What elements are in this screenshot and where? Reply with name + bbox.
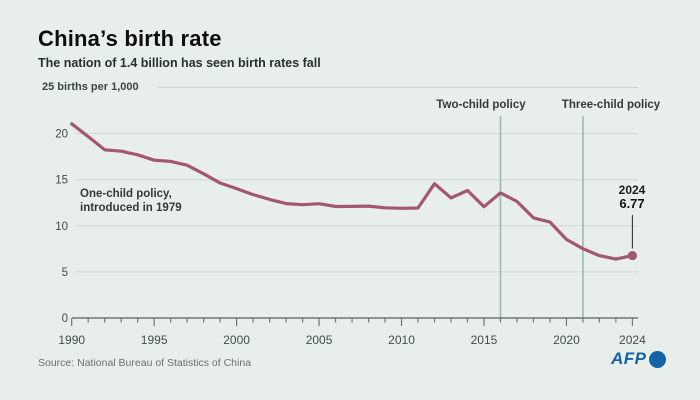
one-child-policy-line2: introduced in 1979 [80,202,182,214]
svg-text:10: 10 [55,221,68,233]
page-title: China’s birth rate [38,26,222,51]
svg-text:2024: 2024 [619,333,646,347]
chart-subtitle: The nation of 1.4 billion has seen birth… [38,56,321,70]
source-credit: Source: National Bureau of Statistics of… [38,357,252,369]
two-child-policy-label: Two-child policy [436,99,526,111]
svg-text:2005: 2005 [306,333,333,347]
svg-text:0: 0 [62,313,68,325]
latest-value-number: 6.77 [619,196,645,211]
y-axis-unit-label: 25 births per 1,000 [42,81,139,93]
svg-text:2020: 2020 [553,333,580,347]
three-child-policy-label: Three-child policy [561,99,661,111]
svg-text:5: 5 [62,267,68,279]
one-child-policy-line1: One-child policy, [80,188,172,200]
latest-value-year: 2024 [618,183,646,197]
afp-logo: AFP [611,349,666,369]
svg-text:20: 20 [55,129,68,141]
afp-globe-icon [648,350,666,368]
latest-value-callout: 2024 6.77 [619,183,646,211]
svg-text:2015: 2015 [471,333,498,347]
afp-logo-text: AFP [611,349,647,368]
svg-text:1990: 1990 [58,333,85,347]
svg-text:2010: 2010 [388,333,415,347]
svg-text:15: 15 [55,175,68,187]
svg-text:1995: 1995 [141,333,168,347]
svg-text:2000: 2000 [223,333,250,347]
one-child-policy-annotation: One-child policy, introduced in 1979 [80,187,182,215]
